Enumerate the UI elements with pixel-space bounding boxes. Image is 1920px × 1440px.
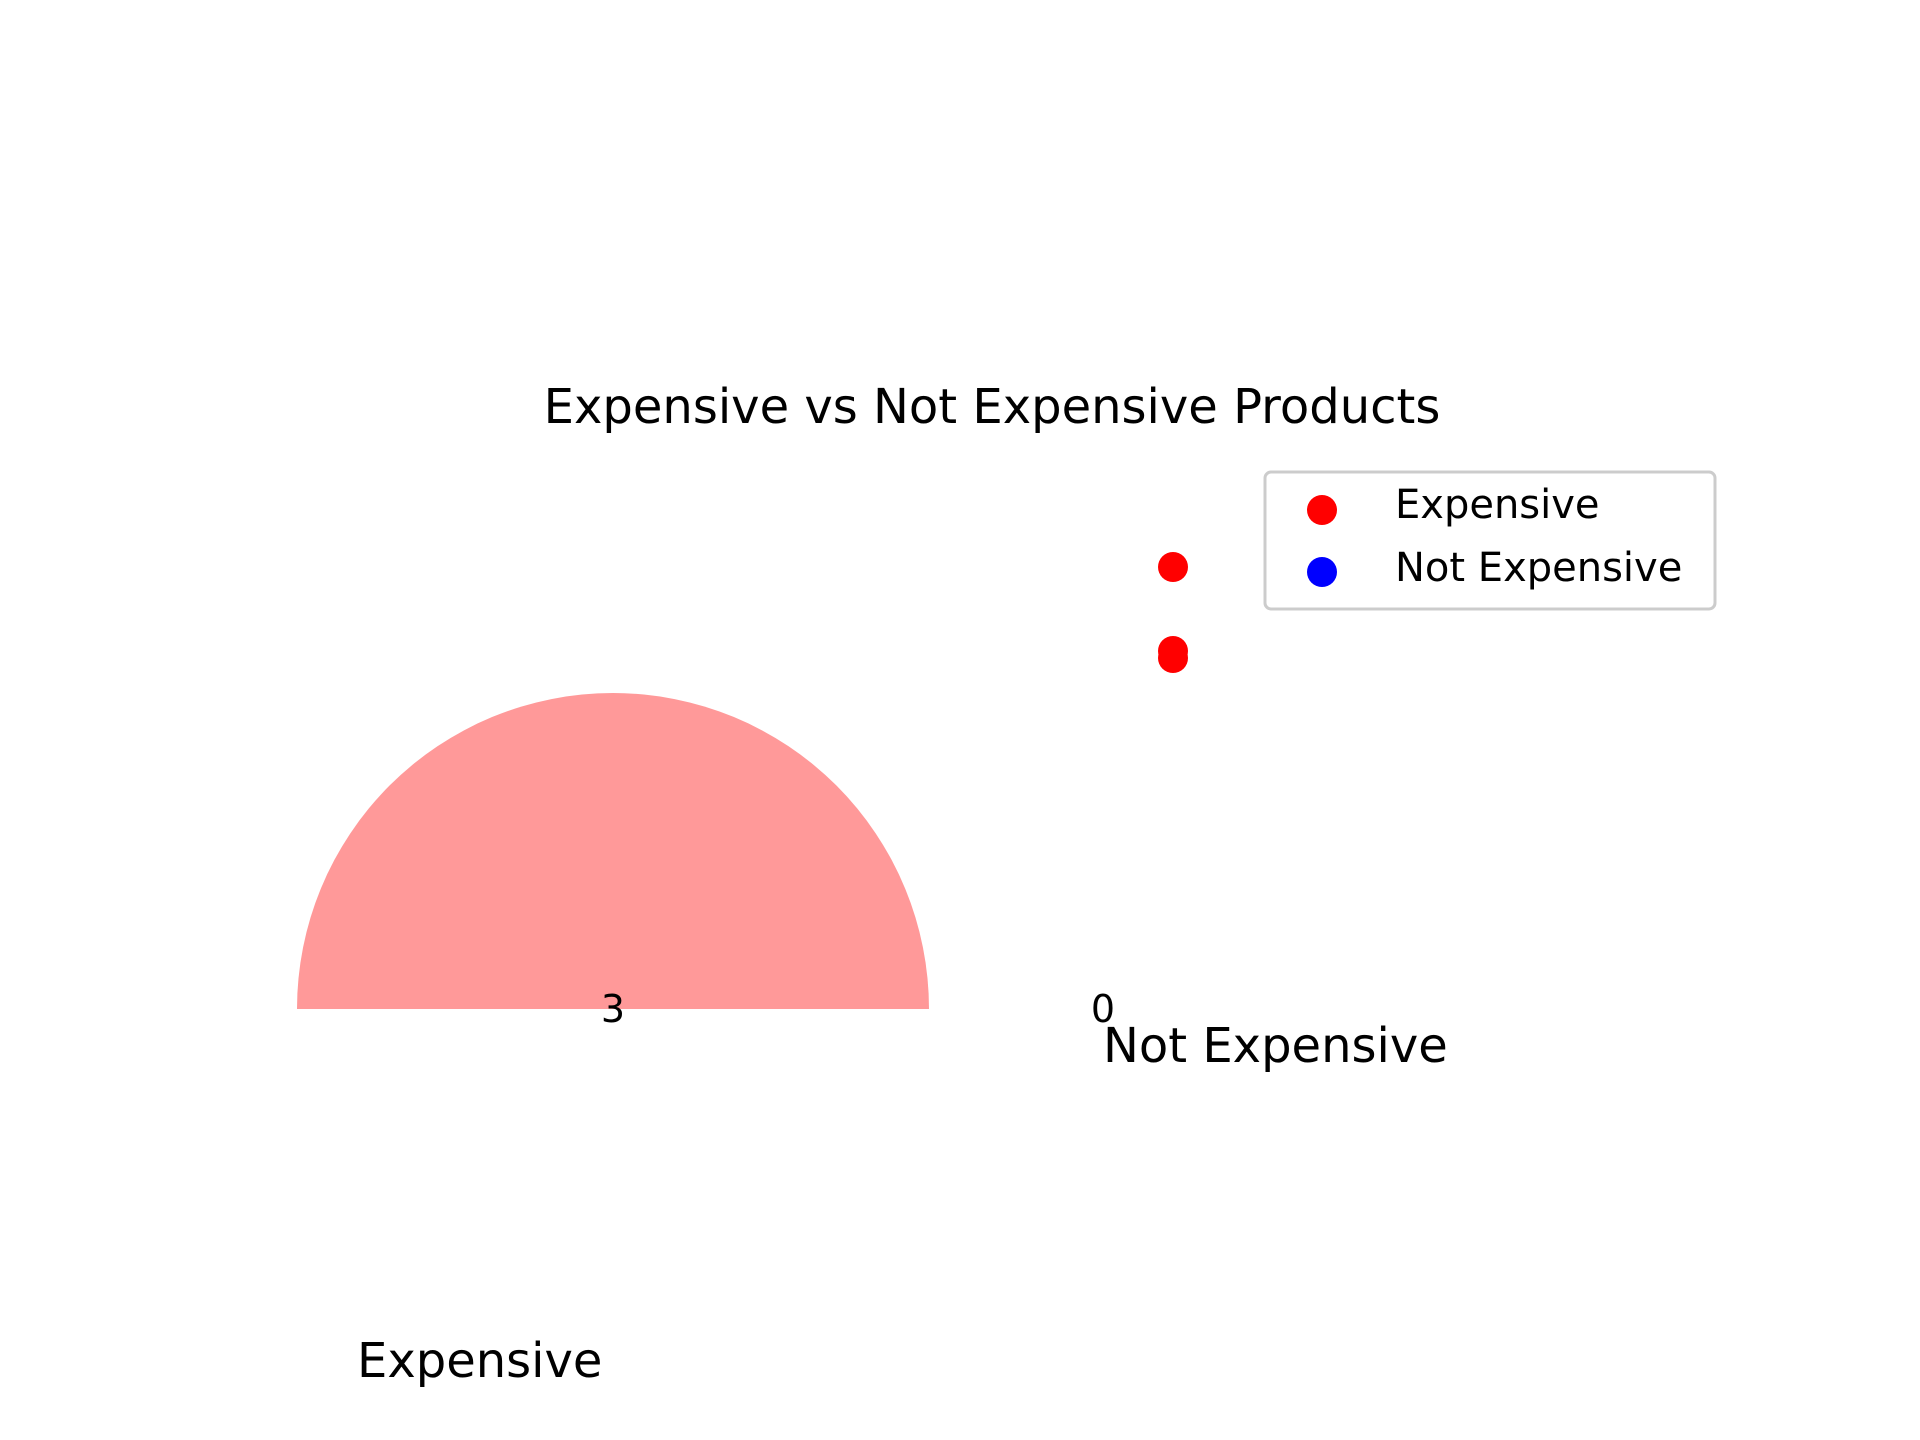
pie-category-label-not-expensive: Not Expensive [1103, 1018, 1448, 1074]
scatter-point-expensive-0 [1158, 552, 1188, 582]
pie-value-label-not-expensive: 0 [1091, 987, 1115, 1031]
scatter-plot [1158, 552, 1188, 673]
pie-category-label-expensive: Expensive [357, 1333, 602, 1389]
legend-marker-expensive [1307, 495, 1337, 525]
legend-marker-not-expensive [1307, 557, 1337, 587]
legend-label-not-expensive: Not Expensive [1395, 545, 1682, 591]
legend-label-expensive: Expensive [1395, 482, 1600, 528]
chart-title: Expensive vs Not Expensive Products [544, 379, 1441, 435]
pie-chart: 3 0 Expensive Not Expensive [297, 693, 1448, 1389]
legend: Expensive Not Expensive [1263, 470, 1717, 611]
pie-slice-expensive [297, 693, 929, 1009]
pie-value-label-expensive: 3 [601, 987, 625, 1031]
scatter-point-expensive-2 [1158, 643, 1188, 673]
legend-frame [1263, 470, 1717, 611]
